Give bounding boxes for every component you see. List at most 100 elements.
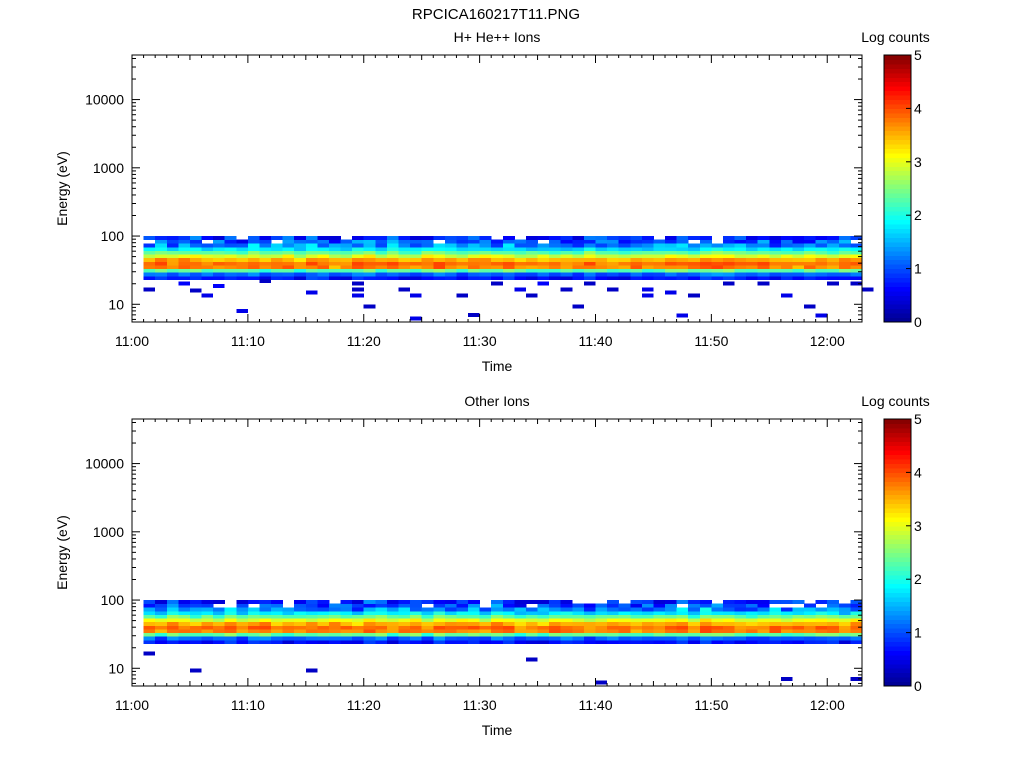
heat-cell (769, 257, 782, 262)
heat-cell (780, 629, 793, 634)
heat-cell (537, 607, 550, 612)
heat-cell (421, 276, 434, 280)
heat-cell (699, 265, 712, 270)
heat-cell (468, 257, 480, 262)
heat-cell (433, 276, 446, 280)
heat-cell (572, 640, 585, 644)
heat-cell (386, 239, 399, 244)
heat-cell (444, 629, 457, 634)
heat-cell (456, 243, 469, 248)
heat-cell (780, 250, 793, 255)
heat-cell (572, 607, 585, 612)
heat-cell (815, 625, 828, 630)
heat-cell (583, 621, 596, 626)
heat-cell (792, 265, 805, 270)
colorbar-frame (883, 54, 912, 323)
colorbar-step (884, 86, 911, 92)
heat-cell (468, 632, 480, 637)
heat-cell (305, 640, 318, 644)
heat-cell (491, 243, 504, 248)
heat-cell (352, 257, 365, 262)
heat-cell (491, 625, 504, 630)
heat-cell (468, 636, 480, 641)
heat-cell (699, 610, 712, 615)
heat-cell (166, 265, 179, 270)
heat-cell (317, 614, 330, 619)
heat-cell (618, 629, 631, 634)
heat-cell (711, 629, 724, 634)
heat-cell (769, 236, 782, 240)
heat-cell (224, 261, 237, 266)
heat-cell (178, 618, 191, 623)
heat-cell (688, 250, 701, 255)
heat-cell (363, 621, 376, 626)
heat-cell (352, 600, 365, 604)
heat-cell (549, 603, 562, 608)
colorbar-tick-label: 0 (914, 678, 922, 694)
heat-cell (618, 621, 631, 626)
heat-cell (166, 629, 179, 634)
heat-cell (201, 254, 214, 259)
heat-cell (456, 272, 469, 277)
heat-cell (815, 268, 828, 273)
heat-cell (699, 636, 712, 641)
heat-cell (271, 614, 283, 619)
heat-cell (641, 268, 654, 273)
heat-cell (688, 625, 701, 630)
colorbar-step (884, 126, 911, 132)
heat-cell (398, 246, 411, 251)
heat-cell (711, 276, 724, 280)
heat-cell (630, 268, 643, 273)
heat-cell (305, 607, 318, 612)
heat-cell (746, 276, 759, 280)
heat-cell (734, 246, 747, 251)
heat-cell (641, 621, 654, 626)
heat-cell (734, 625, 747, 630)
heat-cell (711, 246, 724, 251)
heat-cell (607, 239, 620, 244)
heat-cell (757, 636, 770, 641)
heat-cell (468, 250, 480, 255)
heat-cell (665, 636, 677, 641)
heat-cell (166, 632, 179, 637)
heat-cell (549, 607, 562, 612)
heat-cell (827, 243, 840, 248)
heat-cell (294, 600, 307, 604)
heat-cell (421, 632, 434, 637)
colorbar-step (884, 246, 911, 252)
sparse-count-cell (723, 281, 735, 286)
heat-cell (386, 257, 399, 262)
heat-cell (155, 243, 168, 248)
heat-cell (734, 236, 747, 240)
heat-cell (236, 629, 249, 634)
heat-cell (259, 243, 272, 248)
heat-cell (526, 614, 538, 619)
heat-cell (676, 265, 689, 270)
heat-cell (757, 265, 770, 270)
sparse-count-cell (815, 313, 828, 318)
heat-cell (410, 268, 423, 273)
heat-cell (502, 236, 515, 240)
heat-cell (676, 629, 689, 634)
heat-cell (838, 636, 851, 641)
heat-cell (618, 261, 631, 266)
heat-cell (143, 603, 156, 608)
heat-cell (444, 607, 457, 612)
heat-cell (734, 600, 747, 604)
heat-cell (827, 261, 840, 266)
heat-cell (166, 276, 179, 280)
colorbar-step (884, 295, 911, 301)
heat-cell (641, 236, 654, 240)
heat-cell (653, 629, 666, 634)
heat-cell (305, 600, 318, 604)
heat-cell (189, 614, 202, 619)
colorbar-step (884, 152, 911, 158)
heat-cell (549, 614, 562, 619)
heat-cell (827, 614, 840, 619)
heat-cell (491, 600, 504, 604)
sparse-count-cell (410, 293, 422, 298)
heat-cell (166, 600, 179, 604)
heat-cell (201, 629, 214, 634)
heat-cell (757, 603, 770, 608)
heat-cell (375, 629, 388, 634)
